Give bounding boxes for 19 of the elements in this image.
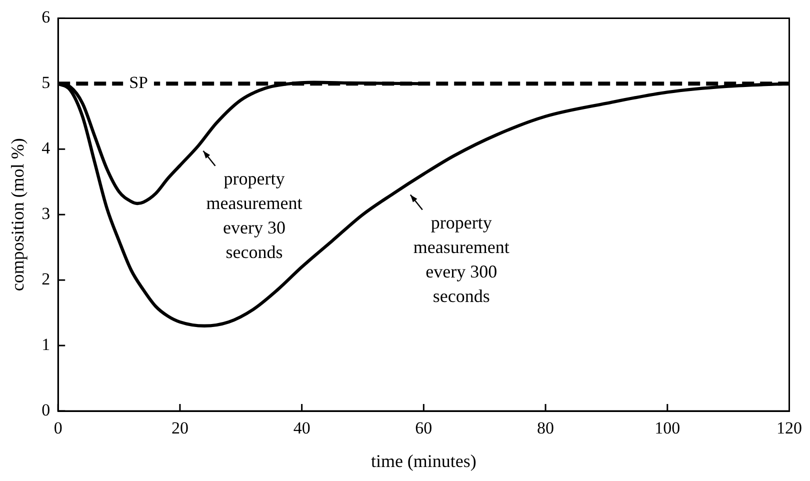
x-tick-label: 60 — [415, 418, 432, 438]
y-tick-label: 4 — [42, 138, 51, 158]
y-tick-label: 5 — [42, 73, 50, 92]
x-tick-label: 40 — [293, 418, 310, 438]
annotation: property measurement every 300 seconds — [413, 212, 510, 306]
x-tick-label: 100 — [654, 418, 680, 438]
y-tick-label: 1 — [42, 335, 50, 354]
y-tick-label: 2 — [42, 270, 50, 289]
x-tick-label: 0 — [54, 418, 62, 438]
x-tick-label: 120 — [776, 418, 802, 438]
y-axis-title: composition (mol %) — [8, 138, 28, 292]
y-tick-label: 0 — [42, 400, 50, 420]
x-tick-label: 20 — [171, 418, 188, 438]
annotation: property measurement every 30 seconds — [206, 168, 302, 262]
x-tick-label: 80 — [537, 418, 554, 438]
y-tick-label: 3 — [42, 204, 50, 224]
x-axis-title: time (minutes) — [370, 450, 476, 471]
y-tick-label: 6 — [42, 8, 50, 27]
ref-line-label: SP — [129, 73, 148, 92]
